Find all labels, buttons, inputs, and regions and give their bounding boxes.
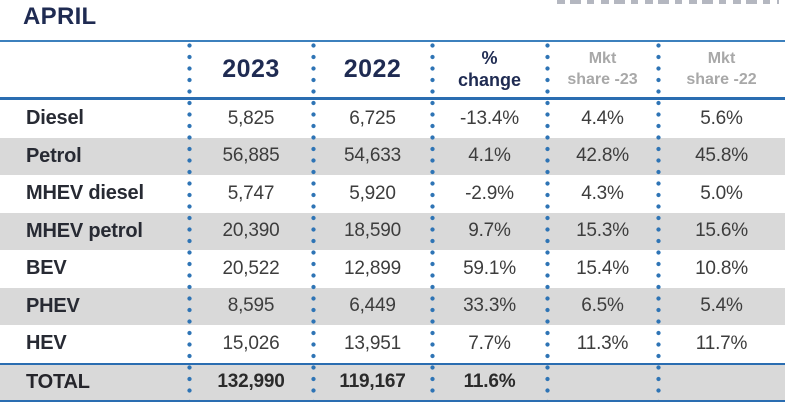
table-row-diesel: Diesel 5,825 6,725 -13.4% 4.4% 5.6%: [0, 100, 785, 138]
pct-header-line2: change: [457, 69, 522, 90]
total-top-rule: [0, 362, 785, 365]
table-row-bev: BEV 20,522 12,899 59.1% 15.4% 10.8%: [0, 250, 785, 288]
row-label: HEV: [26, 332, 67, 355]
cell-2022: 119,167: [339, 371, 406, 392]
cell-mkt-share-23: 42.8%: [576, 145, 629, 167]
cell-mkt-share-23: 15.4%: [576, 257, 629, 279]
cell-mkt-share-22: 5.4%: [700, 295, 743, 317]
cell-2022: 13,951: [344, 332, 401, 354]
cell-2022: 6,725: [349, 107, 396, 129]
cell-mkt-share-22: 10.8%: [695, 257, 748, 279]
cell-mkt-share-22: 45.8%: [695, 145, 748, 167]
cell-2023: 5,747: [227, 182, 275, 204]
column-header-2023: 2023: [222, 55, 280, 83]
cell-pct-change: 11.6%: [463, 371, 516, 392]
column-header-pct-change: % change: [432, 42, 547, 97]
mkt23-header-line1: Mkt: [588, 50, 617, 68]
column-header-2022: 2022: [343, 55, 402, 83]
cell-mkt-share-22: 11.7%: [695, 332, 748, 354]
row-label: Diesel: [26, 107, 84, 130]
cell-pct-change: 4.1%: [468, 145, 511, 167]
header-bottom-rule: [0, 97, 785, 100]
table-top-rule: [0, 40, 785, 42]
cell-2023: 5,825: [227, 107, 275, 129]
cell-mkt-share-22: 5.0%: [700, 182, 743, 204]
cell-pct-change: -2.9%: [465, 182, 514, 204]
cell-mkt-share-23: 6.5%: [581, 295, 624, 317]
cell-mkt-share-22: 5.6%: [700, 107, 743, 129]
table-row-petrol: Petrol 56,885 54,633 4.1% 42.8% 45.8%: [0, 137, 785, 175]
table-row-phev: PHEV 8,595 6,449 33.3% 6.5% 5.4%: [0, 287, 785, 325]
column-header-mkt-share-22: Mkt share -22: [658, 42, 785, 97]
cell-pct-change: 7.7%: [468, 332, 511, 354]
cell-2023: 56,885: [222, 145, 280, 167]
cell-mkt-share-23: 4.4%: [581, 107, 624, 129]
table-row-mhev-petrol: MHEV petrol 20,390 18,590 9.7% 15.3% 15.…: [0, 212, 785, 250]
column-separator-dotted: [430, 42, 435, 400]
cell-2022: 54,633: [344, 145, 401, 167]
table-bottom-rule: [0, 399, 785, 402]
cell-pct-change: 33.3%: [463, 295, 516, 317]
cropped-logo-fragment: [557, 0, 779, 4]
mkt22-header-line1: Mkt: [707, 50, 736, 68]
mkt23-header-line2: share -23: [567, 70, 638, 88]
cell-pct-change: -13.4%: [459, 107, 519, 129]
cell-2023: 15,026: [222, 332, 280, 354]
cell-mkt-share-23: 4.3%: [581, 182, 624, 204]
table-row-mhev-diesel: MHEV diesel 5,747 5,920 -2.9% 4.3% 5.0%: [0, 175, 785, 213]
cell-pct-change: 59.1%: [463, 257, 516, 279]
cell-mkt-share-23: 15.3%: [576, 220, 629, 242]
row-label: MHEV diesel: [26, 182, 144, 205]
cell-pct-change: 9.7%: [468, 220, 511, 242]
column-separator-dotted: [545, 42, 550, 400]
column-header-blank: [0, 42, 189, 97]
row-label: PHEV: [26, 294, 80, 317]
column-separator-dotted: [656, 42, 661, 400]
cell-mkt-share-23: 11.3%: [576, 332, 629, 354]
cell-2023: 20,522: [222, 257, 280, 279]
row-label: MHEV petrol: [26, 219, 143, 242]
page-title: APRIL: [23, 3, 97, 30]
cell-2022: 12,899: [344, 257, 401, 279]
registrations-table: 2023 2022 % change Mkt share -23 Mkt sha…: [0, 40, 785, 402]
cell-mkt-share-23: [547, 365, 658, 400]
column-separator-dotted: [187, 42, 192, 400]
cell-2023: 132,990: [217, 371, 285, 392]
cell-2023: 8,595: [227, 295, 275, 317]
cell-mkt-share-22: 15.6%: [695, 220, 748, 242]
row-label: Petrol: [26, 144, 82, 167]
table-row-hev: HEV 15,026 13,951 7.7% 11.3% 11.7%: [0, 325, 785, 363]
cell-2022: 6,449: [349, 295, 396, 317]
pct-header-line1: %: [481, 47, 498, 68]
column-header-mkt-share-23: Mkt share -23: [547, 42, 658, 97]
cell-mkt-share-22: [658, 365, 785, 400]
table-row-total: TOTAL 132,990 119,167 11.6%: [0, 364, 785, 400]
cell-2022: 18,590: [344, 220, 401, 242]
row-label: BEV: [26, 257, 67, 280]
column-separator-dotted: [311, 42, 316, 400]
cell-2022: 5,920: [349, 182, 396, 204]
mkt22-header-line2: share -22: [686, 70, 757, 88]
cell-2023: 20,390: [222, 220, 280, 242]
table-header-row: 2023 2022 % change Mkt share -23 Mkt sha…: [0, 42, 785, 97]
row-label: TOTAL: [26, 370, 90, 393]
